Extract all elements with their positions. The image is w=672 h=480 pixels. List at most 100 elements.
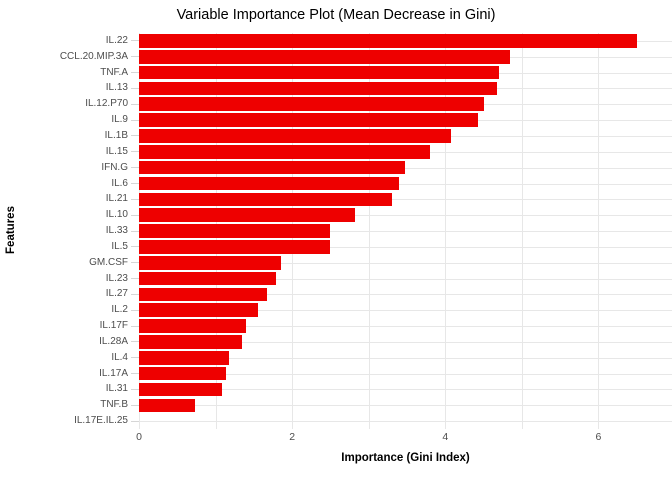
importance-bar-IL.27 — [139, 287, 267, 302]
bar-row: IL.12.P70 — [0, 96, 672, 112]
category-label: IL.31 — [105, 383, 128, 395]
importance-bar-IL.33 — [139, 224, 331, 238]
category-label: IL.6 — [111, 177, 128, 189]
bar-track — [139, 334, 672, 350]
gridline-x-5 — [521, 33, 523, 429]
bar-row: IFN.G — [0, 160, 672, 176]
bar-track — [139, 318, 672, 334]
bar-rows: IL.22 CCL.20.MIP.3A TNF.A IL.13 IL.12.P70 IL.… — [0, 33, 672, 429]
bar-row: TNF.A — [0, 65, 672, 81]
gridline-y — [139, 199, 672, 201]
y-axis-tick — [131, 72, 139, 74]
gridline-y — [139, 405, 672, 407]
plot-title: Variable Importance Plot (Mean Decrease … — [176, 7, 496, 23]
y-axis-tick — [131, 404, 139, 406]
importance-bar-IL.21 — [139, 192, 392, 207]
importance-bar-IL.9 — [139, 113, 479, 127]
y-axis-tick — [131, 119, 139, 121]
importance-bar-IL.2 — [139, 303, 259, 318]
y-axis-tick — [131, 214, 139, 216]
bar-track — [139, 223, 672, 239]
bar-track — [139, 255, 672, 271]
category-label: IL.22 — [105, 34, 128, 46]
category-label: IFN.G — [101, 161, 128, 173]
importance-bar-CCL.20.MIP.3A — [139, 49, 511, 64]
y-axis-tick — [131, 103, 139, 105]
y-axis-tick — [131, 373, 139, 375]
y-axis-tick — [131, 246, 139, 248]
category-label: IL.15 — [105, 145, 128, 157]
importance-bar-IL.4 — [139, 350, 230, 365]
category-label: IL.33 — [105, 225, 128, 237]
category-label: IL.9 — [111, 114, 128, 126]
y-axis-tick — [131, 325, 139, 327]
category-label: IL.4 — [111, 351, 128, 363]
category-label: TNF.A — [100, 66, 128, 78]
bar-row: GM.CSF — [0, 255, 672, 271]
importance-bar-IL.12.P70 — [139, 97, 484, 112]
importance-bar-IL.1B — [139, 129, 452, 143]
y-axis-tick — [131, 167, 139, 169]
bar-track — [139, 271, 672, 287]
bar-track — [139, 191, 672, 207]
bar-row: IL.4 — [0, 350, 672, 366]
category-label: IL.13 — [105, 82, 128, 94]
bar-row: TNF.B — [0, 397, 672, 413]
bar-track — [139, 33, 672, 49]
x-tick-label-2: 2 — [289, 431, 296, 443]
y-axis-tick — [131, 40, 139, 42]
bar-track — [139, 96, 672, 112]
importance-bar-TNF.B — [139, 398, 195, 413]
importance-bar-IL.23 — [139, 271, 277, 286]
gridline-y — [139, 310, 672, 312]
importance-bar-IL.6 — [139, 176, 399, 191]
bar-track — [139, 413, 672, 429]
bar-row: IL.22 — [0, 33, 672, 49]
bar-track — [139, 49, 672, 65]
y-axis-tick — [131, 262, 139, 264]
importance-bar-IL.22 — [139, 34, 637, 48]
category-label: IL.28A — [99, 335, 128, 347]
bar-row: IL.31 — [0, 382, 672, 398]
x-tick-label-6: 6 — [595, 431, 602, 443]
x-tick-label-4: 4 — [442, 431, 449, 443]
x-axis-title: Importance (Gini Index) — [341, 452, 470, 464]
category-label: IL.17E.IL.25 — [74, 415, 128, 427]
y-axis-tick — [131, 87, 139, 89]
bar-row: IL.1B — [0, 128, 672, 144]
x-axis: 0 2 4 6 — [136, 431, 672, 445]
bar-track — [139, 128, 672, 144]
bar-track — [139, 287, 672, 303]
category-label: IL.17A — [99, 367, 128, 379]
gridline-x-6 — [598, 33, 600, 429]
category-label: IL.23 — [105, 272, 128, 284]
bar-row: IL.10 — [0, 207, 672, 223]
y-axis-tick — [131, 309, 139, 311]
importance-bar-IL.13 — [139, 81, 497, 96]
y-axis-tick — [131, 135, 139, 137]
x-tick-label-0: 0 — [136, 431, 142, 443]
y-axis-tick — [131, 151, 139, 153]
category-label: IL.27 — [105, 288, 128, 300]
bar-row: IL.17A — [0, 366, 672, 382]
category-label: IL.21 — [105, 193, 128, 205]
bar-row: IL.15 — [0, 144, 672, 160]
gridline-y — [139, 262, 672, 264]
y-axis-tick — [131, 278, 139, 280]
gridline-y — [139, 246, 672, 248]
bar-track — [139, 366, 672, 382]
bar-row: IL.6 — [0, 176, 672, 192]
bar-row: IL.27 — [0, 287, 672, 303]
category-label: TNF.B — [100, 399, 128, 411]
bar-track — [139, 382, 672, 398]
gridline-x-3 — [368, 33, 370, 429]
bar-track — [139, 239, 672, 255]
bar-row: IL.17E.IL.25 — [0, 413, 672, 429]
bar-row: IL.2 — [0, 302, 672, 318]
y-axis-tick — [131, 198, 139, 200]
gridline-y — [139, 167, 672, 169]
bar-row: IL.17F — [0, 318, 672, 334]
category-label: IL.12.P70 — [85, 98, 128, 110]
category-label: IL.5 — [111, 240, 128, 252]
gridline-y — [139, 231, 672, 233]
